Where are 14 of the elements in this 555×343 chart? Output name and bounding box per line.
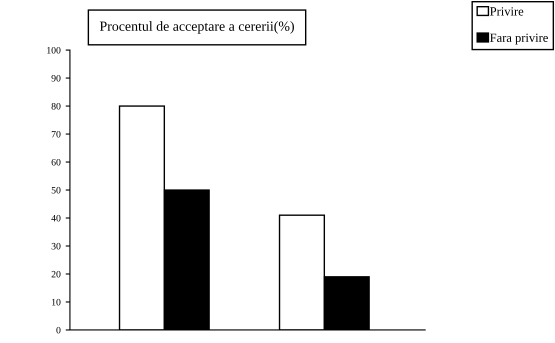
y-tick-label: 0 — [56, 326, 61, 334]
y-tick-label: 40 — [51, 214, 61, 222]
y-tick-label: 80 — [52, 102, 61, 110]
y-tick-label: 90 — [51, 74, 61, 82]
chart-title: Procentul de acceptare a cererii(%) — [100, 21, 294, 34]
y-tick-label: 100 — [47, 46, 61, 54]
y-tick-label: 70 — [52, 130, 61, 138]
y-tick-label: 60 — [52, 158, 61, 166]
y-tick-label: 20 — [52, 270, 61, 278]
y-tick-label: 10 — [52, 298, 61, 306]
legend-label: Fara privire — [490, 34, 548, 45]
y-tick-label: 30 — [52, 242, 61, 250]
legend-label: Privire — [490, 7, 524, 16]
y-tick-label: 50 — [52, 186, 61, 194]
